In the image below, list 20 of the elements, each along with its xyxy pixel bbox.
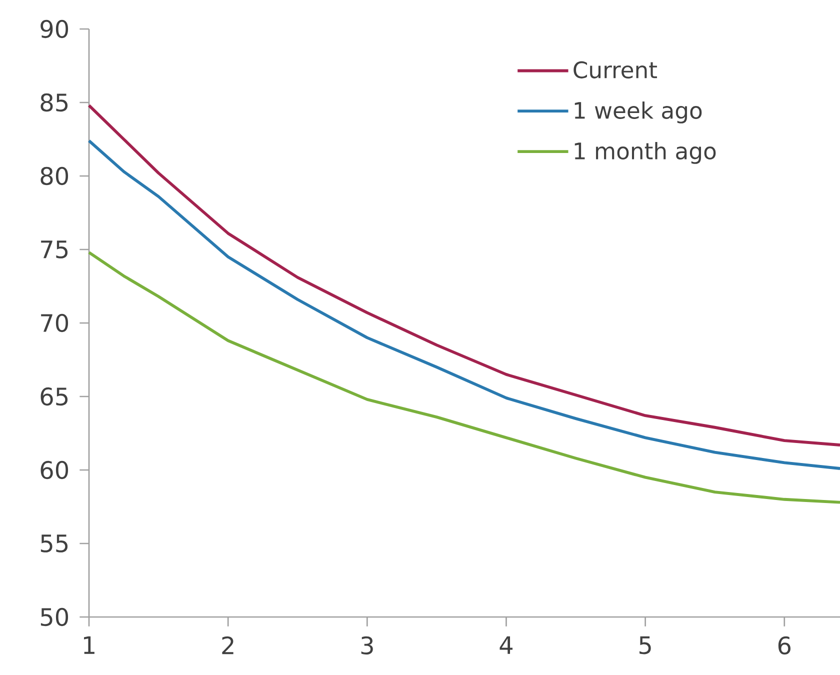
y-tick-label: 55 xyxy=(40,534,68,552)
x-tick-label: 3 xyxy=(361,636,373,655)
y-tick-label: 70 xyxy=(41,314,68,332)
y-tick-label: 90 xyxy=(40,20,68,38)
legend-label: 1 month ago xyxy=(574,142,716,164)
y-tick-label: 65 xyxy=(40,387,68,406)
y-tick-label: 80 xyxy=(40,166,68,186)
y-tick-label: 85 xyxy=(40,93,68,112)
legend-label: Current xyxy=(574,61,657,78)
line-series xyxy=(88,104,840,446)
y-tick-label: 60 xyxy=(40,460,68,480)
y-tick-label: 50 xyxy=(40,608,68,626)
legend-label: 1 week ago xyxy=(574,101,702,124)
y-tick-label: 75 xyxy=(41,240,68,258)
x-tick-label: 6 xyxy=(778,636,790,655)
line-series xyxy=(88,139,840,470)
x-tick-label: 4 xyxy=(500,636,513,654)
x-tick-label: 5 xyxy=(640,636,651,654)
x-tick-label: 2 xyxy=(222,636,234,654)
x-tick-label: 1 xyxy=(84,636,94,654)
